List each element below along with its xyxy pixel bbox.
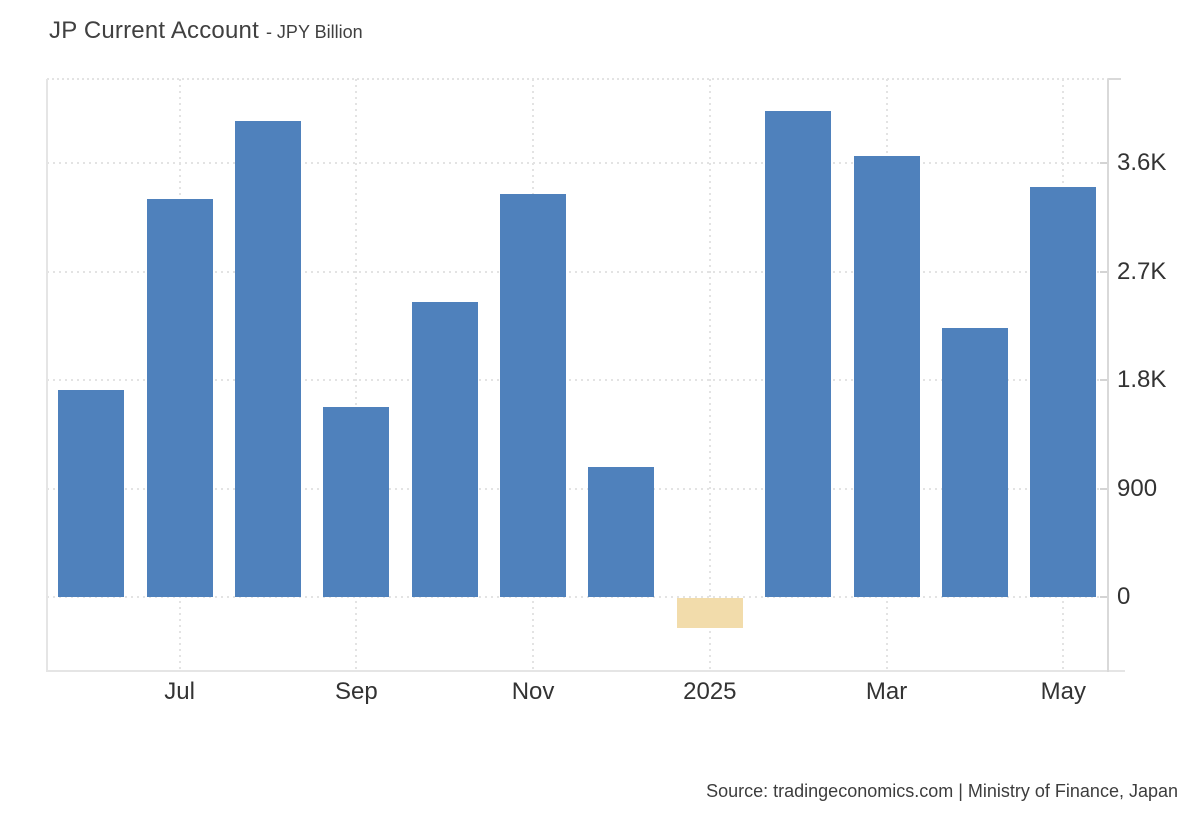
y-axis-top-tick — [1107, 78, 1121, 80]
y-axis-label-2.7k: 2.7K — [1117, 257, 1167, 285]
bar-aug-2024[interactable] — [234, 120, 301, 597]
y-axis-tick-1800 — [1099, 379, 1107, 381]
x-axis-label-sep: Sep — [334, 678, 378, 705]
y-axis-tick-3600 — [1099, 162, 1107, 164]
bar-oct-2024[interactable] — [411, 301, 478, 597]
source-text: Source: tradingeconomics.com | Ministry … — [706, 781, 1178, 801]
y-axis-line — [1106, 79, 1109, 672]
bar-mar-2025[interactable] — [853, 155, 920, 597]
gridline-x-sep — [355, 79, 358, 671]
bar-apr-2025[interactable] — [941, 328, 1008, 597]
gridline-y-1800 — [47, 379, 1108, 381]
y-axis-label-0: 0 — [1117, 583, 1131, 610]
plot-border-bottom — [46, 670, 1125, 672]
y-axis-label-1.8k: 1.8K — [1117, 366, 1167, 393]
bar-nov-2024[interactable] — [500, 194, 567, 597]
x-axis-label-2025: 2025 — [683, 678, 737, 705]
bar-may-2025[interactable] — [1030, 187, 1097, 597]
y-axis-tick-2700 — [1099, 270, 1107, 273]
gridline-x-2025 — [708, 79, 711, 671]
bar-jun-2024[interactable] — [58, 389, 125, 597]
bar-dec-2024[interactable] — [588, 466, 655, 597]
x-axis-label-may: May — [1040, 678, 1086, 705]
plot-border-left — [46, 79, 48, 671]
x-axis-label-jul: Jul — [164, 678, 195, 705]
x-axis-label-nov: Nov — [511, 678, 555, 705]
bar-sep-2024[interactable] — [323, 406, 390, 597]
y-axis-tick-900 — [1099, 487, 1107, 490]
bar-jan-2025[interactable] — [676, 598, 743, 629]
gridline-y-3600 — [47, 162, 1108, 164]
y-axis-label-3.6k: 3.6K — [1117, 149, 1167, 176]
plot-border-top — [47, 78, 1108, 80]
x-axis-label-mar: Mar — [865, 678, 908, 705]
gridline-y-900 — [47, 487, 1108, 490]
gridline-y-2700 — [47, 270, 1108, 273]
y-axis-tick-0 — [1099, 596, 1107, 598]
bar-jul-2024[interactable] — [146, 199, 213, 597]
bar-feb-2025[interactable] — [765, 111, 832, 597]
chart-title-row: JP Current Account - JPY Billion — [49, 17, 363, 45]
y-axis-label-900: 900 — [1117, 474, 1158, 502]
chart-title: JP Current Account — [49, 17, 259, 44]
gridline-y-0 — [47, 596, 1108, 598]
chart-subtitle: - JPY Billion — [265, 22, 363, 42]
